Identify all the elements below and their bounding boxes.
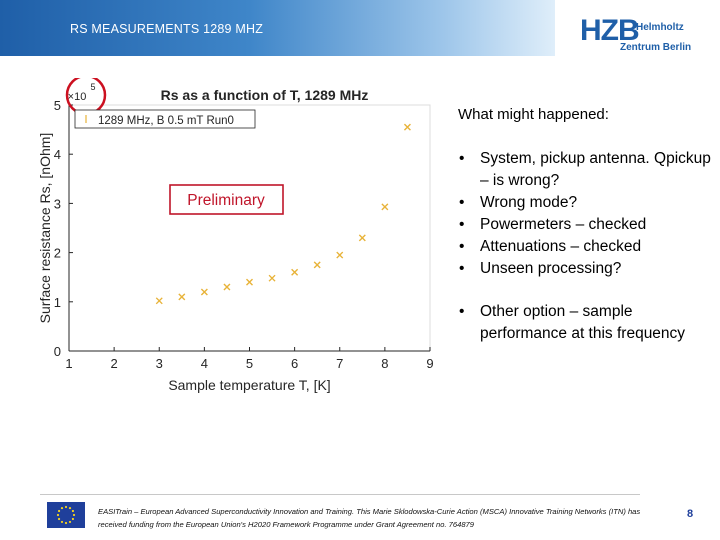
eu-star <box>57 509 61 513</box>
eu-star <box>60 506 64 510</box>
hzb-logo: HZB Helmholtz Zentrum Berlin <box>580 14 700 60</box>
page-number: 8 <box>687 508 694 520</box>
chart-container: 1 2 3 4 5 6 7 8 9 0 1 2 3 4 5 ×10 5 Rs as a function of T… <box>30 74 445 398</box>
y-tick-label: 0 <box>54 344 61 359</box>
data-point <box>403 123 411 131</box>
bullet-item: Wrong mode? <box>455 192 715 214</box>
data-point <box>291 268 299 276</box>
x-tick-label: 2 <box>111 356 118 371</box>
data-point <box>313 261 321 269</box>
preliminary-label: Preliminary <box>187 192 265 209</box>
x-tick-label: 3 <box>156 356 163 371</box>
x-tick-label: 9 <box>426 356 433 371</box>
eu-star <box>57 517 61 521</box>
x-tick-label: 8 <box>381 356 388 371</box>
data-point <box>268 274 276 282</box>
data-point <box>246 278 253 286</box>
x-tick-label: 7 <box>336 356 343 371</box>
chart-title: Rs as a function of T, 1289 MHz <box>161 87 369 103</box>
eu-star <box>71 509 75 513</box>
y-axis-label: Surface resistance Rs, [nOhm] <box>37 133 53 324</box>
data-point <box>178 293 186 301</box>
bullet-item: Unseen processing? <box>455 258 715 280</box>
exponent-power: 5 <box>90 82 95 92</box>
footer-funding-text: EASITrain – European Advanced Supercondu… <box>98 507 641 529</box>
y-tick-label: 4 <box>54 147 61 162</box>
footer-divider <box>40 494 640 495</box>
right-panel-title: What might happened: <box>458 106 609 123</box>
bullet-item: System, pickup antenna. Qpickup – is wro… <box>455 148 715 192</box>
x-tick-label: 6 <box>291 356 298 371</box>
eu-star <box>60 520 64 524</box>
eu-star <box>71 517 75 521</box>
logo-line-1: Helmholtz <box>636 22 684 33</box>
y-tick-label: 3 <box>54 196 61 211</box>
data-point <box>223 283 231 291</box>
x-tick-label: 5 <box>246 356 253 371</box>
legend-box <box>74 109 256 129</box>
bullet-item: Powermeters – checked <box>455 214 715 236</box>
x-tick-label: 4 <box>201 356 208 371</box>
preliminary-box <box>169 184 284 215</box>
bullet-item: Attenuations – checked <box>455 236 715 258</box>
logo-main: HZB <box>580 14 640 47</box>
y-tick-label: 1 <box>54 295 61 310</box>
header-band <box>0 0 555 56</box>
x-axis-label: Sample temperature T, [K] <box>168 377 330 393</box>
eu-star <box>64 521 68 525</box>
bullet-item: Other option – sample performance at thi… <box>455 301 715 345</box>
eu-flag-icon <box>47 502 85 528</box>
slide-title: RS MEASUREMENTS 1289 MHZ <box>70 22 264 36</box>
data-point <box>336 251 344 259</box>
y-tick-label: 5 <box>54 98 61 113</box>
legend-label: 1289 MHz, B 0.5 mT Run0 <box>98 115 234 127</box>
bullet-list: System, pickup antenna. Qpickup – is wro… <box>455 148 715 345</box>
data-point <box>155 297 163 305</box>
data-point <box>358 234 366 242</box>
data-point <box>381 203 389 211</box>
x-tick-label: 1 <box>65 356 72 371</box>
plot-frame <box>68 104 431 352</box>
eu-star <box>64 505 68 509</box>
eu-star <box>68 520 72 524</box>
exponent-label: ×10 <box>68 91 87 103</box>
eu-star <box>72 513 76 517</box>
eu-star <box>56 513 60 517</box>
data-point <box>200 288 208 296</box>
logo-line-2: Zentrum Berlin <box>620 42 692 53</box>
y-tick-label: 2 <box>54 246 61 261</box>
eu-star <box>68 506 72 510</box>
